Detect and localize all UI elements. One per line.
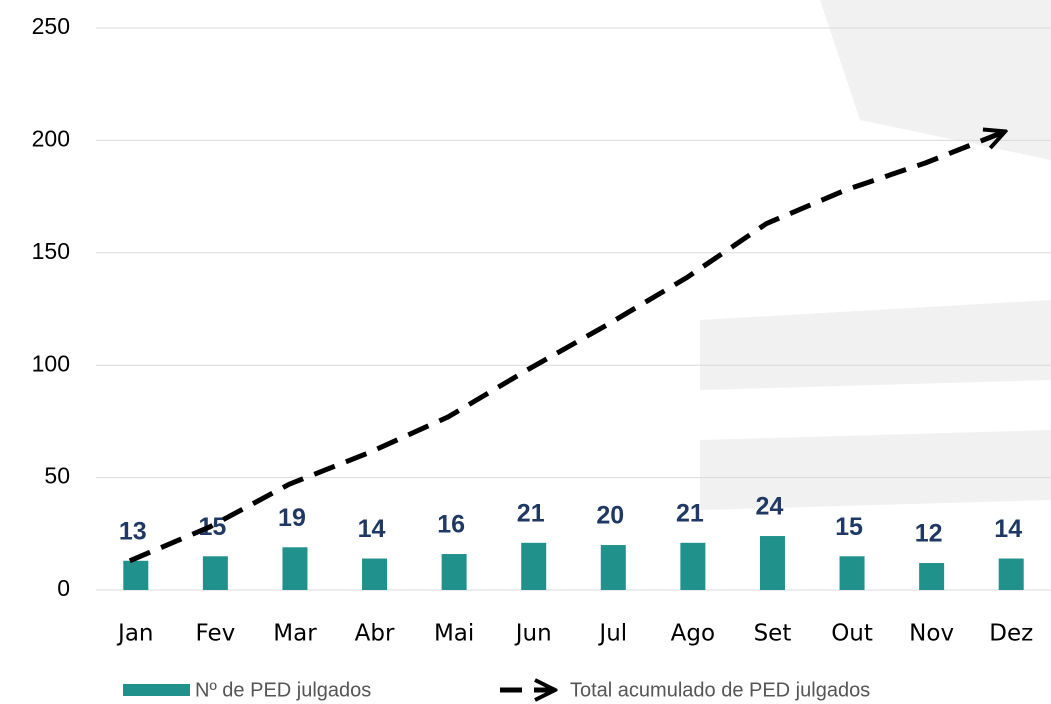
value-label: 13 — [119, 517, 147, 545]
chart: 0 50 100 150 200 250 Jan Fev Mar Abr Mai Jun Jul Ago S… — [0, 0, 1051, 704]
x-tick-label: Out — [831, 621, 873, 647]
x-tick-label: Ago — [671, 621, 715, 647]
value-label: 20 — [596, 502, 624, 530]
value-label: 21 — [676, 499, 704, 527]
y-tick-label: 150 — [32, 238, 70, 264]
x-tick-label: Jan — [116, 621, 153, 647]
x-tick-label: Mar — [273, 621, 317, 647]
bar — [203, 556, 228, 590]
x-tick-label: Fev — [196, 621, 236, 647]
bar — [123, 561, 148, 590]
y-tick-label: 200 — [32, 125, 70, 151]
y-tick-label: 50 — [44, 463, 70, 489]
bar — [442, 554, 467, 590]
bar — [282, 547, 307, 590]
x-tick-label: Mai — [434, 621, 474, 647]
x-tick-label: Nov — [909, 621, 954, 647]
bar — [840, 556, 865, 590]
bar — [601, 545, 626, 590]
x-tick-label: Abr — [355, 621, 395, 647]
bar — [362, 559, 387, 590]
bar — [999, 559, 1024, 590]
x-tick-label: Jun — [514, 621, 552, 647]
value-label: 21 — [517, 499, 545, 527]
legend-swatch — [123, 684, 190, 696]
legend-label: Total acumulado de PED julgados — [570, 679, 870, 701]
x-tick-label: Set — [754, 621, 792, 647]
bar — [760, 536, 785, 590]
bar — [680, 543, 705, 590]
value-label: 14 — [358, 515, 386, 543]
bar — [521, 543, 546, 590]
y-tick-label: 100 — [32, 350, 70, 376]
x-tick-label: Dez — [989, 621, 1033, 647]
y-tick-label: 0 — [57, 575, 70, 601]
value-label: 16 — [437, 511, 465, 539]
value-label: 15 — [835, 513, 863, 541]
y-tick-label: 250 — [32, 13, 70, 39]
value-label: 12 — [915, 520, 943, 548]
value-label: 14 — [994, 515, 1022, 543]
x-tick-label: Jul — [597, 621, 627, 647]
value-label: 19 — [278, 504, 306, 532]
legend-label: Nº de PED julgados — [195, 679, 371, 701]
value-label: 24 — [756, 493, 784, 521]
bar — [919, 563, 944, 590]
